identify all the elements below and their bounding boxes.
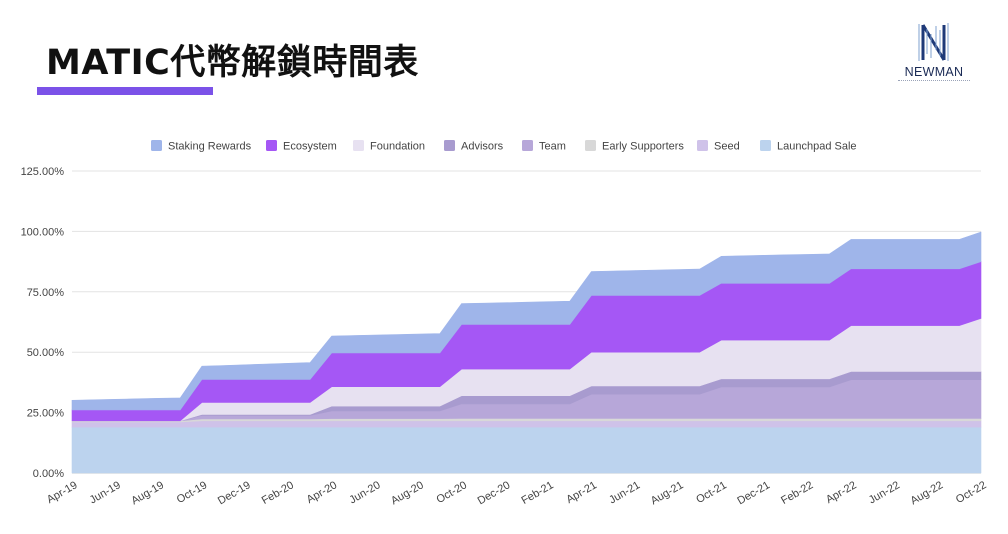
x-tick-label: Aug-22 — [908, 479, 945, 507]
legend-swatch — [151, 140, 162, 151]
x-tick-label: Jun-20 — [347, 479, 382, 506]
logo-divider — [898, 80, 970, 83]
y-axis-ticks: 0.00% 25.00% 50.00% 75.00% 100.00% 125.00% — [21, 166, 65, 480]
legend-item-ecosystem: Ecosystem — [266, 140, 337, 153]
legend-item-launchpad-sale: Launchpad Sale — [760, 140, 857, 153]
area-staking-rewards — [71, 231, 982, 411]
newman-logo-icon — [918, 23, 949, 61]
y-tick-label: 125.00% — [21, 166, 65, 178]
legend-item-advisors: Advisors — [444, 140, 504, 153]
x-tick-label: Dec-20 — [476, 479, 513, 507]
area-launchpad-sale — [71, 426, 982, 474]
x-tick-label: Aug-21 — [649, 479, 686, 507]
x-tick-label: Apr-22 — [824, 479, 859, 506]
chart-legend: Staking Rewards Ecosystem Foundation Adviso… — [151, 140, 857, 153]
legend-item-early-supporters: Early Supporters — [585, 140, 684, 153]
x-tick-label: Jun-19 — [88, 479, 123, 506]
legend-swatch — [522, 140, 533, 151]
x-tick-label: Feb-22 — [779, 479, 815, 507]
legend-label: Early Supporters — [602, 141, 684, 153]
legend-swatch — [585, 140, 596, 151]
x-tick-label: Oct-20 — [434, 479, 469, 506]
x-tick-label: Jun-21 — [607, 479, 642, 506]
legend-swatch — [697, 140, 708, 151]
legend-item-team: Team — [522, 140, 566, 153]
x-tick-label: Feb-20 — [260, 479, 296, 507]
x-axis-ticks: Apr-19 Jun-19 Aug-19 Oct-19 Dec-19 Feb-20 Apr-… — [45, 479, 989, 507]
x-tick-label: Oct-21 — [694, 479, 729, 506]
y-tick-label: 25.00% — [27, 408, 65, 420]
area-seed — [71, 420, 982, 428]
legend-label: Foundation — [370, 141, 425, 153]
legend-swatch — [266, 140, 277, 151]
legend-item-seed: Seed — [697, 140, 740, 153]
x-tick-label: Oct-19 — [175, 479, 210, 506]
x-tick-label: Aug-20 — [389, 479, 426, 507]
x-tick-label: Apr-20 — [305, 479, 340, 506]
newman-logo: NEWMAN — [898, 20, 970, 86]
legend-label: Launchpad Sale — [777, 141, 857, 153]
x-tick-label: Apr-21 — [564, 479, 599, 506]
legend-label: Staking Rewards — [168, 141, 252, 153]
x-tick-label: Aug-19 — [129, 479, 166, 507]
stacked-area-chart: Staking Rewards Ecosystem Foundation Adviso… — [21, 140, 989, 507]
x-tick-label: Dec-21 — [735, 479, 772, 507]
y-tick-label: 100.00% — [21, 226, 65, 238]
legend-item-foundation: Foundation — [353, 140, 425, 153]
y-tick-label: 50.00% — [27, 347, 65, 359]
y-tick-label: 75.00% — [27, 287, 65, 299]
logo-text: NEWMAN — [904, 65, 964, 79]
x-tick-label: Jun-22 — [867, 479, 902, 506]
legend-label: Seed — [714, 141, 740, 153]
x-tick-label: Oct-22 — [954, 479, 989, 506]
legend-label: Ecosystem — [283, 141, 337, 153]
title-underline — [37, 87, 213, 95]
chart-areas — [71, 231, 982, 474]
legend-swatch — [760, 140, 771, 151]
page-title: MATIC代幣解鎖時間表 — [46, 43, 419, 83]
legend-swatch — [353, 140, 364, 151]
x-tick-label: Feb-21 — [519, 479, 555, 507]
legend-label: Team — [539, 141, 566, 153]
x-tick-label: Apr-19 — [45, 479, 80, 506]
legend-label: Advisors — [461, 141, 504, 153]
legend-swatch — [444, 140, 455, 151]
y-tick-label: 0.00% — [33, 468, 64, 480]
legend-item-staking-rewards: Staking Rewards — [151, 140, 252, 153]
x-tick-label: Dec-19 — [216, 479, 253, 507]
